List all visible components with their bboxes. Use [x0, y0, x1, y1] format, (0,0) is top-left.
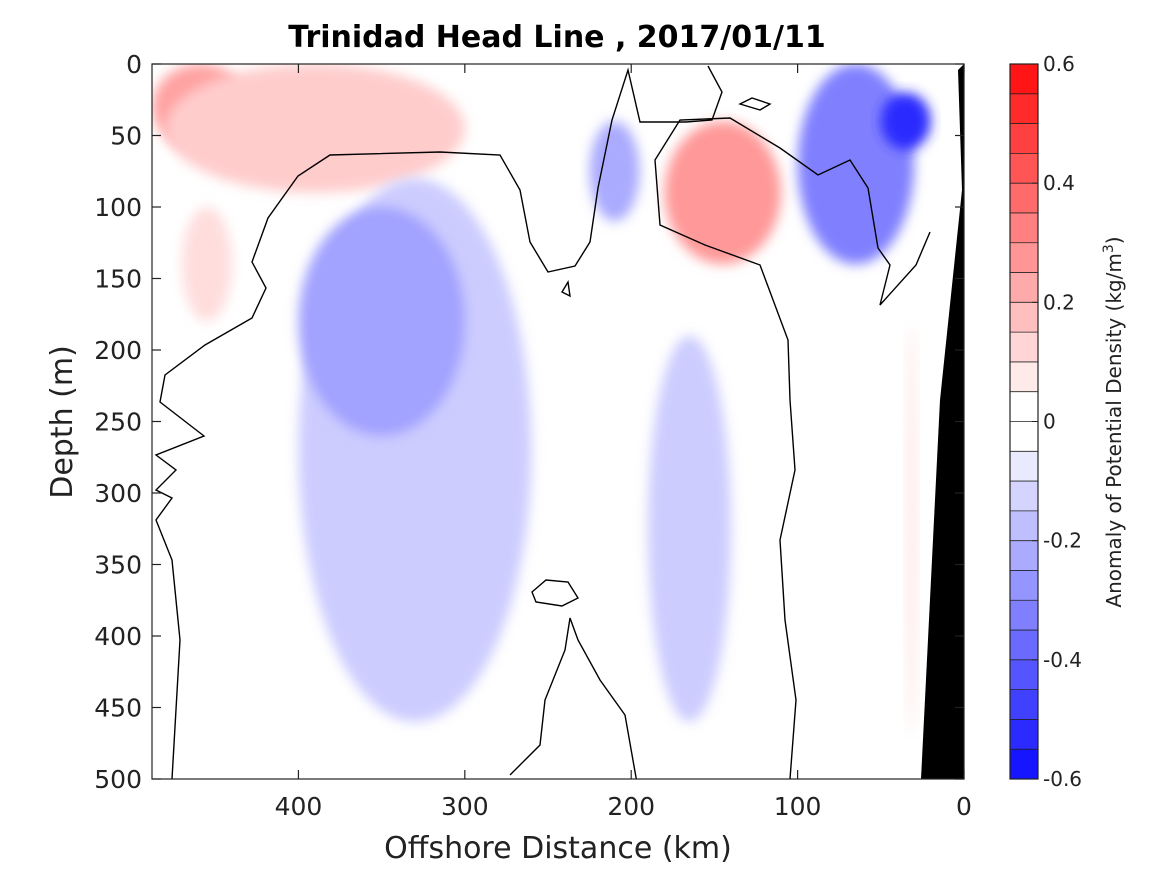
anomaly-negative-5 — [589, 121, 640, 222]
colorbar-tick-label: -0.2 — [1043, 529, 1082, 553]
zero-contour-coastal — [509, 617, 638, 779]
colorbar-level — [1010, 272, 1038, 303]
colorbar-level — [1010, 183, 1038, 214]
zero-contour-eddy-top — [738, 97, 772, 111]
y-tick-label: 150 — [94, 265, 142, 294]
colorbar-level — [1010, 391, 1038, 422]
colorbar-tick-label: 0.2 — [1043, 290, 1075, 314]
y-tick-label: 350 — [94, 551, 142, 580]
x-tick-label: 400 — [275, 792, 323, 821]
x-axis-ticks: 400 300 200 100 0 — [275, 64, 972, 821]
colorbar-level — [1010, 630, 1038, 661]
chart-title: Trinidad Head Line , 2017/01/11 — [288, 20, 825, 55]
bathymetry-shelf — [921, 64, 964, 779]
colorbar-level — [1010, 749, 1038, 780]
anomaly-fields — [152, 64, 931, 737]
colorbar-level — [1010, 689, 1038, 720]
colorbar-tick-label: -0.4 — [1043, 648, 1082, 672]
colorbar-level — [1010, 481, 1038, 512]
colorbar-level — [1010, 540, 1038, 571]
zero-contour-lines — [154, 65, 931, 779]
y-axis-label: Depth (m) — [45, 345, 80, 499]
anomaly-positive-2 — [181, 207, 232, 322]
colorbar-level — [1010, 451, 1038, 482]
colorbar-level — [1010, 361, 1038, 393]
anomaly-negative-9 — [880, 92, 931, 150]
colorbar-level — [1010, 332, 1038, 363]
colorbar — [1009, 63, 1039, 780]
zero-contour-spike — [561, 279, 571, 298]
colorbar-label: Anomaly of Potential Density (kg/m3) — [1101, 236, 1126, 607]
colorbar-level — [1010, 212, 1038, 244]
y-tick-label: 400 — [94, 622, 142, 651]
x-axis-label: Offshore Distance (km) — [384, 831, 732, 866]
colorbar-level — [1010, 570, 1038, 601]
colorbar-tick-label: 0.4 — [1043, 171, 1075, 195]
colorbar-level — [1010, 302, 1038, 333]
colorbar-ticks: 0.6 0.4 0.2 0 -0.2 -0.4 -0.6 — [1032, 52, 1082, 791]
zero-contour-eddy-small — [531, 579, 580, 607]
colorbar-tick-label: 0 — [1043, 410, 1056, 434]
colorbar-label-suffix: ) — [1102, 236, 1126, 244]
x-tick-label: 200 — [607, 792, 655, 821]
y-tick-label: 450 — [94, 694, 142, 723]
x-tick-label: 300 — [441, 792, 489, 821]
colorbar-level — [1010, 93, 1038, 125]
anomaly-positive-10 — [905, 321, 918, 737]
y-tick-label: 0 — [126, 50, 142, 79]
colorbar-level — [1010, 719, 1038, 750]
anomaly-positive-1 — [165, 64, 465, 193]
y-tick-label: 200 — [94, 336, 142, 365]
colorbar-level — [1010, 153, 1038, 184]
colorbar-tick-label: -0.6 — [1043, 767, 1082, 791]
y-tick-label: 100 — [94, 193, 142, 222]
zero-contour-mid — [654, 117, 931, 779]
colorbar-level — [1010, 242, 1038, 274]
y-tick-label: 50 — [110, 122, 142, 151]
anomaly-negative-8 — [797, 64, 915, 265]
x-tick-label: 0 — [956, 792, 972, 821]
anomaly-negative-7 — [647, 335, 732, 722]
y-tick-label: 500 — [94, 765, 142, 794]
colorbar-level — [1010, 64, 1038, 95]
y-tick-label: 250 — [94, 408, 142, 437]
colorbar-level — [1010, 421, 1038, 452]
anomaly-negative-4 — [298, 207, 465, 436]
colorbar-level — [1010, 510, 1038, 542]
colorbar-tick-label: 0.6 — [1043, 52, 1075, 76]
colorbar-level — [1010, 123, 1038, 154]
colorbar-label-superscript: 3 — [1101, 244, 1117, 253]
colorbar-level — [1010, 600, 1038, 631]
y-axis-ticks: 0 50 100 150 200 250 300 350 400 450 500 — [94, 50, 964, 794]
colorbar-level — [1010, 659, 1038, 691]
y-tick-label: 300 — [94, 479, 142, 508]
x-tick-label: 100 — [774, 792, 822, 821]
anomaly-positive-6 — [664, 121, 781, 265]
zero-contour-main — [154, 65, 723, 779]
